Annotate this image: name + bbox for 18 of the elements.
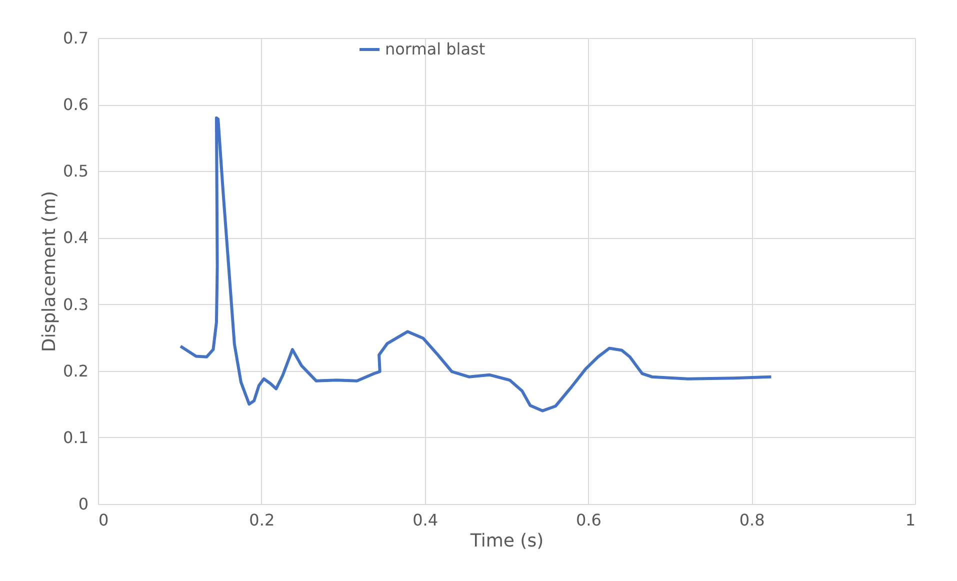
y-tick-label: 0.7 (63, 28, 88, 48)
x-tick-label: 0.8 (739, 510, 765, 530)
x-tick-label: 0.6 (576, 510, 602, 530)
x-tick-label: 0 (98, 510, 109, 530)
x-axis-title: Time (s) (469, 530, 544, 552)
y-tick-label: 0.1 (63, 428, 88, 447)
y-tick-label: 0.6 (63, 95, 88, 114)
legend-label: normal blast (385, 40, 486, 58)
y-tick-label: 0.4 (63, 228, 88, 248)
y-tick-label: 0.5 (63, 162, 88, 181)
x-tick-label: 1 (905, 510, 916, 530)
line-series (179, 116, 773, 412)
y-tick-label: 0.2 (63, 361, 88, 380)
y-tick-label: 0 (78, 494, 88, 514)
x-tick-label: 0.4 (412, 510, 438, 530)
y-tick-label: 0.3 (63, 294, 88, 314)
x-tick-label: 0.2 (249, 510, 275, 530)
y-axis-title: Displacement (m) (39, 190, 60, 352)
